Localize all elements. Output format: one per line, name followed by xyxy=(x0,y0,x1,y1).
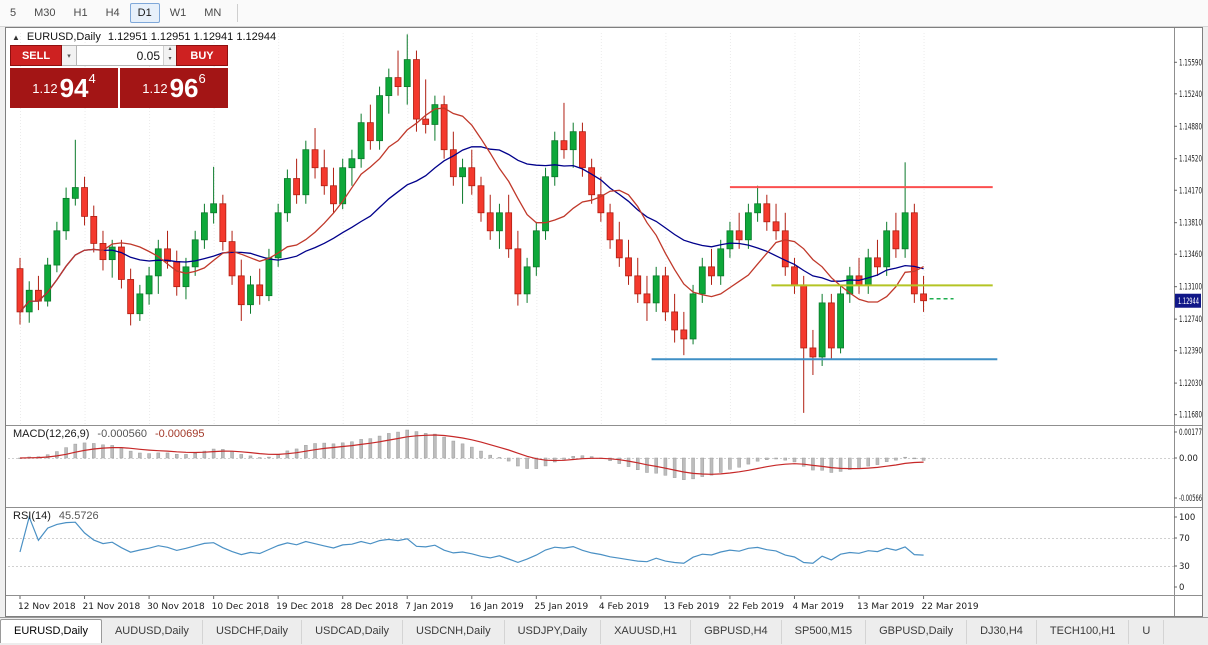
macd-main-value: -0.000560 xyxy=(97,428,147,440)
rsi-name: RSI(14) xyxy=(13,510,51,522)
period-button-5[interactable]: 5 xyxy=(10,7,17,19)
svg-text:10 Dec 2018: 10 Dec 2018 xyxy=(212,602,270,612)
lot-size-field: ▴ ▾ xyxy=(77,45,176,66)
svg-text:30: 30 xyxy=(1179,562,1190,572)
svg-text:21 Nov 2018: 21 Nov 2018 xyxy=(83,602,141,612)
sell-button[interactable]: SELL xyxy=(10,45,62,66)
chart-tab-gbpusd-daily[interactable]: GBPUSD,Daily xyxy=(866,620,968,644)
chart-symbol-label: EURUSD,Daily xyxy=(26,31,101,43)
macd-indicator-label: MACD(12,26,9) -0.000560 -0.000695 xyxy=(13,428,205,440)
svg-text:1.14170: 1.14170 xyxy=(1179,186,1202,196)
period-button-m30[interactable]: M30 xyxy=(34,7,56,19)
period-button-w1[interactable]: W1 xyxy=(169,7,187,19)
chart-tab-usdcnh-daily[interactable]: USDCNH,Daily xyxy=(403,620,505,644)
svg-text:0.00: 0.00 xyxy=(1179,454,1198,464)
lot-spinner: ▴ ▾ xyxy=(163,46,176,65)
chart-tab-usdchf-daily[interactable]: USDCHF,Daily xyxy=(203,620,303,644)
svg-text:25 Jan 2019: 25 Jan 2019 xyxy=(534,602,588,612)
period-button-mn[interactable]: MN xyxy=(204,7,222,19)
svg-text:1.12740: 1.12740 xyxy=(1179,315,1202,325)
svg-text:30 Nov 2018: 30 Nov 2018 xyxy=(147,602,205,612)
timeframe-toolbar: 5 M30 H1 H4 D1 W1 MN xyxy=(0,0,1208,27)
chart-tab-eurusd-daily[interactable]: EURUSD,Daily xyxy=(0,619,102,643)
lot-dropdown-button[interactable]: ▾ xyxy=(62,45,77,66)
chart-tab-gbpusd-h4[interactable]: GBPUSD,H4 xyxy=(691,620,782,644)
chart-tab-dj30-h4[interactable]: DJ30,H4 xyxy=(967,620,1037,644)
buy-button[interactable]: BUY xyxy=(176,45,228,66)
chart-tab-usdjpy-daily[interactable]: USDJPY,Daily xyxy=(505,620,602,644)
period-button-d1[interactable]: D1 xyxy=(129,3,160,23)
chart-tab-usdcad-daily[interactable]: USDCAD,Daily xyxy=(302,620,404,644)
macd-name: MACD(12,26,9) xyxy=(13,428,90,440)
svg-text:16 Jan 2019: 16 Jan 2019 xyxy=(470,602,524,612)
svg-text:1.14520: 1.14520 xyxy=(1179,155,1202,165)
toolbar-divider xyxy=(237,4,239,22)
period-button-h1[interactable]: H1 xyxy=(73,7,88,19)
lot-increase-icon[interactable]: ▴ xyxy=(164,46,176,56)
svg-text:70: 70 xyxy=(1179,534,1190,544)
one-click-toggle-icon[interactable]: ▲ xyxy=(12,32,20,42)
svg-text:1.12030: 1.12030 xyxy=(1179,379,1202,389)
rsi-value: 45.5726 xyxy=(58,510,99,522)
chevron-down-icon: ▾ xyxy=(67,52,71,60)
chart-window: 1.15590 1.15240 1.14880 1.14520 1.14170 1.138… xyxy=(5,27,1203,617)
svg-text:-0.00566: -0.00566 xyxy=(1179,494,1202,504)
lot-size-input[interactable] xyxy=(77,46,163,65)
svg-text:1.11680: 1.11680 xyxy=(1179,411,1202,421)
svg-text:22 Mar 2019: 22 Mar 2019 xyxy=(922,602,979,612)
chart-ohlc-values: 1.12951 1.12951 1.12941 1.12944 xyxy=(107,31,277,43)
chart-canvas[interactable]: 1.15590 1.15240 1.14880 1.14520 1.14170 1.138… xyxy=(6,28,1202,616)
chart-tab-bar: EURUSD,Daily AUDUSD,Daily USDCHF,Daily USDC… xyxy=(0,617,1208,645)
svg-text:1.13460: 1.13460 xyxy=(1179,250,1202,260)
svg-text:22 Feb 2019: 22 Feb 2019 xyxy=(728,602,784,612)
chart-tab-u[interactable]: U xyxy=(1129,620,1165,644)
svg-text:13 Feb 2019: 13 Feb 2019 xyxy=(663,602,719,612)
chart-header: ▲ EURUSD,Daily 1.12951 1.12951 1.12941 1… xyxy=(12,31,276,43)
svg-text:1.12390: 1.12390 xyxy=(1179,347,1202,357)
chart-tab-tech100-h1[interactable]: TECH100,H1 xyxy=(1037,620,1130,644)
svg-text:7 Jan 2019: 7 Jan 2019 xyxy=(405,602,453,612)
svg-text:1.14880: 1.14880 xyxy=(1179,122,1202,132)
sell-price-display[interactable]: 1.12 94 4 xyxy=(10,68,118,108)
rsi-indicator-label: RSI(14) 45.5726 xyxy=(13,510,99,522)
svg-text:1.15240: 1.15240 xyxy=(1179,90,1202,100)
buy-price-prefix: 1.12 xyxy=(142,80,168,96)
svg-text:19 Dec 2018: 19 Dec 2018 xyxy=(276,602,334,612)
lot-decrease-icon[interactable]: ▾ xyxy=(164,55,176,65)
sell-price-pip: 4 xyxy=(88,71,96,86)
svg-text:28 Dec 2018: 28 Dec 2018 xyxy=(341,602,399,612)
svg-text:12 Nov 2018: 12 Nov 2018 xyxy=(18,602,76,612)
svg-text:1.12944: 1.12944 xyxy=(1178,297,1199,307)
svg-text:1.13100: 1.13100 xyxy=(1179,283,1202,293)
svg-text:0: 0 xyxy=(1179,583,1184,593)
sell-price-prefix: 1.12 xyxy=(32,80,58,96)
buy-price-pip: 6 xyxy=(198,71,206,86)
macd-signal-value: -0.000695 xyxy=(154,428,205,440)
period-button-group: 5 M30 H1 H4 D1 W1 MN xyxy=(2,3,229,23)
svg-text:1.15590: 1.15590 xyxy=(1179,58,1202,68)
svg-text:100: 100 xyxy=(1179,513,1195,523)
chart-tab-audusd-daily[interactable]: AUDUSD,Daily xyxy=(102,620,203,644)
svg-text:4 Feb 2019: 4 Feb 2019 xyxy=(599,602,650,612)
buy-price-display[interactable]: 1.12 96 6 xyxy=(120,68,228,108)
period-button-h4[interactable]: H4 xyxy=(105,7,120,19)
buy-price-main: 96 xyxy=(169,73,199,103)
chart-tab-sp500-m15[interactable]: SP500,M15 xyxy=(782,620,867,644)
svg-text:0.00177: 0.00177 xyxy=(1179,428,1202,438)
svg-text:1.13810: 1.13810 xyxy=(1179,219,1202,229)
svg-text:13 Mar 2019: 13 Mar 2019 xyxy=(857,602,914,612)
svg-text:4 Mar 2019: 4 Mar 2019 xyxy=(792,602,844,612)
sell-price-main: 94 xyxy=(59,73,89,103)
chart-tab-xauusd-h1[interactable]: XAUUSD,H1 xyxy=(601,620,692,644)
